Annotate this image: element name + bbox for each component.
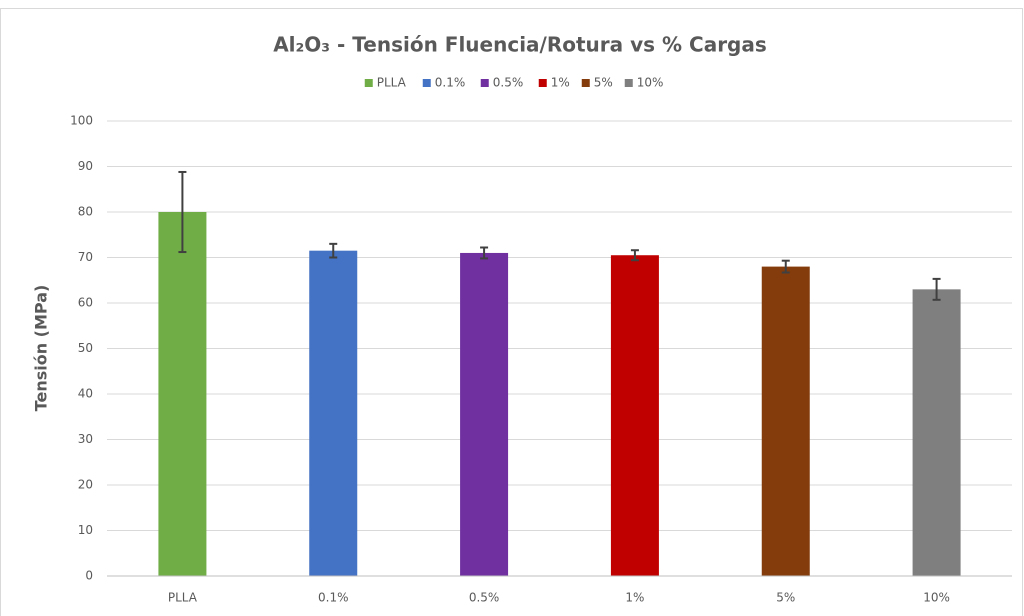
- error-bar: [178, 170, 187, 254]
- chart-frame: [0, 8, 1023, 616]
- error-bar: [480, 246, 489, 260]
- y-tick-label: 10: [78, 523, 93, 537]
- error-bar: [329, 242, 338, 259]
- bar: [761, 266, 810, 576]
- legend-label: 0.5%: [493, 76, 524, 90]
- x-tick-label: 0.5%: [469, 591, 500, 605]
- x-tick-label: 10%: [923, 591, 950, 605]
- y-tick-label: 100: [70, 114, 93, 128]
- error-bar: [630, 249, 639, 262]
- legend-label: 5%: [594, 76, 613, 90]
- y-tick-label: 80: [78, 205, 93, 219]
- y-tick-label: 60: [78, 296, 93, 310]
- bar: [460, 252, 509, 576]
- legend-swatch: [364, 79, 373, 87]
- legend-swatch: [624, 79, 633, 87]
- legend-swatch: [422, 79, 431, 87]
- y-tick-label: 40: [78, 387, 93, 401]
- legend-swatch: [480, 79, 489, 87]
- x-tick-label: 0.1%: [318, 591, 349, 605]
- y-tick-label: 30: [78, 432, 93, 446]
- legend-label: 1%: [551, 76, 570, 90]
- bar: [158, 212, 207, 576]
- y-axis-label: Tensión (MPa): [32, 285, 51, 412]
- legend-label: 0.1%: [435, 76, 466, 90]
- legend-swatch: [581, 79, 590, 87]
- x-tick-label: 1%: [625, 591, 644, 605]
- y-tick-label: 0: [85, 569, 93, 583]
- y-tick-label: 20: [78, 478, 93, 492]
- x-tick-label: 5%: [776, 591, 795, 605]
- bar: [610, 255, 659, 576]
- y-tick-label: 70: [78, 250, 93, 264]
- error-bar: [781, 259, 790, 274]
- legend-label: PLLA: [377, 76, 407, 90]
- x-tick-label: PLLA: [168, 591, 198, 605]
- legend-label: 10%: [637, 76, 664, 90]
- y-tick-label: 90: [78, 159, 93, 173]
- bar: [309, 250, 358, 577]
- chart-title: Al₂O₃ - Tensión Fluencia/Rotura vs % Car…: [273, 33, 767, 57]
- bar: [912, 289, 961, 576]
- legend-swatch: [538, 79, 547, 87]
- y-tick-label: 50: [78, 341, 93, 355]
- error-bar: [932, 277, 941, 301]
